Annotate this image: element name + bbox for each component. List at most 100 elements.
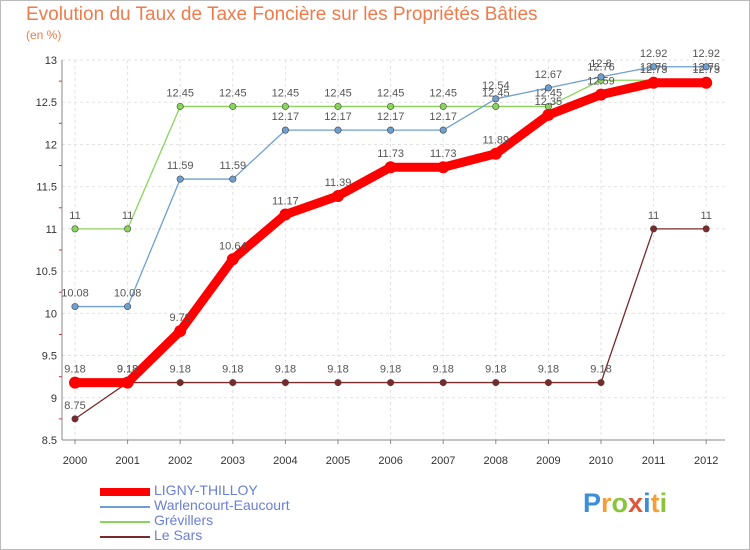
data-point	[647, 76, 660, 89]
data-label: 9.18	[117, 364, 138, 376]
data-point	[597, 73, 605, 81]
data-label: 12.8	[590, 58, 611, 70]
y-tick-label: 13	[45, 55, 57, 67]
data-point	[489, 147, 502, 160]
x-tick-label: 2002	[168, 455, 192, 467]
data-label: 12.17	[377, 111, 405, 123]
data-label: 11.89	[482, 135, 509, 147]
data-label: 8.75	[64, 400, 85, 412]
data-label: 12.17	[324, 111, 352, 123]
data-point	[595, 88, 607, 101]
legend-label: LIGNY-THILLOY	[154, 482, 258, 498]
data-point	[229, 379, 237, 387]
data-point	[387, 379, 395, 387]
data-label: 11.59	[219, 160, 246, 172]
data-label: 11	[700, 210, 711, 222]
data-label: 9.18	[432, 364, 453, 376]
x-tick-label: 2012	[694, 455, 718, 467]
data-point	[334, 379, 342, 387]
data-label: 11.73	[377, 148, 404, 160]
data-label: 11.39	[325, 177, 352, 189]
data-point	[174, 325, 187, 338]
data-label: 12.45	[166, 87, 194, 99]
data-label: 12.45	[219, 87, 247, 99]
data-point	[121, 376, 134, 389]
logo-letter: r	[601, 488, 612, 518]
data-point	[69, 376, 81, 389]
data-label: 12.45	[429, 87, 457, 99]
data-point	[334, 126, 342, 134]
x-tick-label: 2009	[536, 455, 560, 467]
data-label: 12.67	[535, 69, 563, 81]
data-point	[71, 225, 79, 233]
data-point	[387, 102, 395, 110]
data-label: 12.92	[692, 48, 720, 60]
data-label: 12.54	[482, 80, 510, 92]
data-label: 12.73	[692, 64, 720, 76]
y-tick-label: 9	[51, 393, 57, 405]
y-tick-label: 10	[45, 308, 57, 320]
data-point	[71, 415, 79, 423]
logo-letter: i	[643, 488, 651, 518]
data-point	[281, 126, 289, 134]
data-label: 12.45	[324, 87, 352, 99]
data-label: 9.18	[590, 364, 611, 376]
data-label: 9.18	[169, 364, 190, 376]
x-tick-label: 2000	[63, 455, 87, 467]
proxiti-logo: Proxiti	[583, 488, 667, 519]
data-point	[226, 253, 239, 266]
data-label: 12.92	[640, 48, 668, 60]
logo-letter: t	[650, 488, 660, 518]
data-point	[124, 225, 132, 233]
data-point	[439, 379, 447, 387]
y-tick-label: 12.5	[36, 97, 57, 109]
data-label: 12.35	[535, 96, 563, 108]
legend-swatch	[100, 521, 150, 523]
x-tick-label: 2008	[484, 455, 508, 467]
legend-swatch	[100, 488, 150, 496]
y-tick-label: 11.5	[36, 182, 57, 194]
data-point	[332, 189, 344, 202]
data-point	[71, 303, 79, 311]
x-tick-label: 2001	[115, 455, 139, 467]
data-point	[650, 63, 658, 71]
data-label: 9.18	[275, 364, 296, 376]
data-point	[124, 303, 132, 311]
data-point	[597, 379, 605, 387]
data-point	[387, 126, 395, 134]
x-tick-label: 2003	[221, 455, 245, 467]
data-point	[439, 102, 447, 110]
data-point	[229, 102, 237, 110]
x-tick-label: 2010	[589, 455, 613, 467]
logo-letter: i	[659, 488, 668, 518]
data-label: 12.45	[482, 87, 510, 99]
data-point	[492, 102, 500, 110]
data-point	[437, 161, 450, 174]
data-point	[544, 379, 552, 387]
data-point	[281, 379, 289, 387]
data-label: 11.73	[430, 148, 457, 160]
data-label: 12.59	[587, 76, 615, 88]
data-label: 11	[69, 210, 80, 222]
data-point	[439, 126, 447, 134]
data-label: 12.17	[429, 111, 457, 123]
y-tick-label: 12	[45, 139, 57, 151]
data-point	[650, 225, 658, 233]
data-label: 12.73	[640, 64, 668, 76]
data-label: 9.18	[222, 364, 243, 376]
y-tick-label: 11	[46, 224, 57, 236]
data-point	[334, 102, 342, 110]
legend-label: Le Sars	[154, 527, 203, 543]
data-point	[492, 95, 500, 103]
data-point	[279, 208, 292, 221]
data-point	[702, 225, 710, 233]
x-tick-label: 2011	[642, 455, 666, 467]
data-label: 11	[122, 210, 133, 222]
data-point	[281, 102, 289, 110]
data-point	[176, 175, 184, 183]
data-point	[542, 108, 555, 121]
legend-label: Warlencourt-Eaucourt	[154, 497, 290, 513]
y-axis-unit: (en %)	[26, 28, 62, 42]
x-tick-label: 2005	[326, 455, 350, 467]
data-label: 11	[648, 210, 659, 222]
